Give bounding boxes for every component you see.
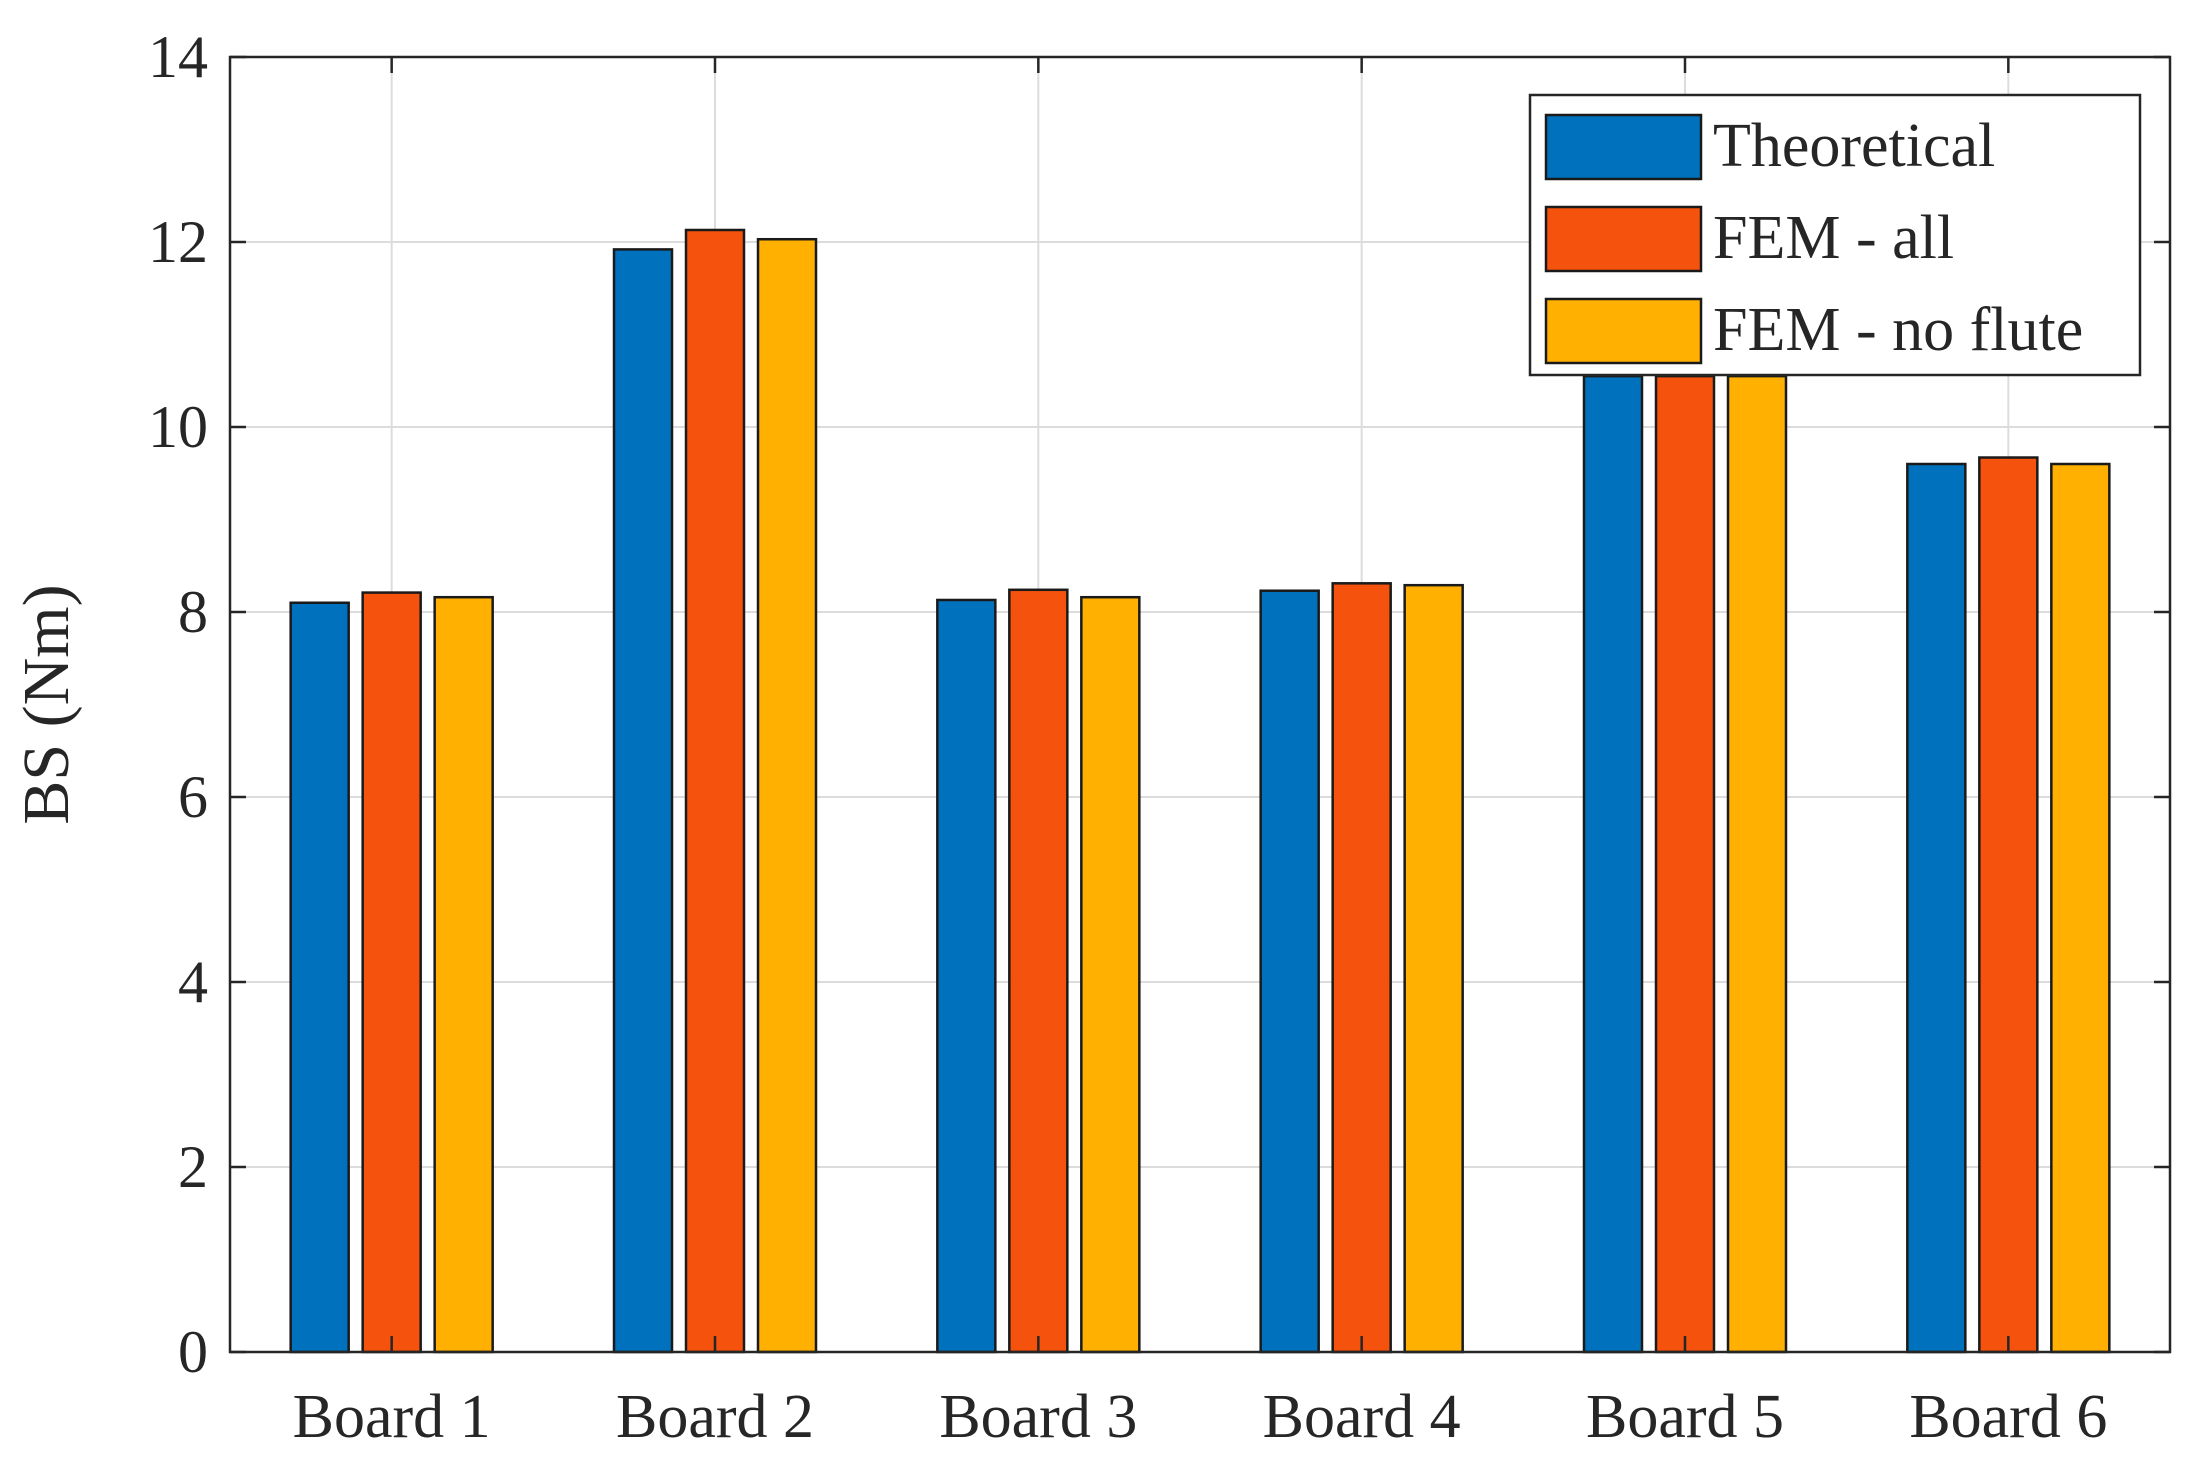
bar-layer xyxy=(289,228,2111,1354)
bar xyxy=(1331,582,1392,1354)
legend: Theoretical FEM - all FEM - no flute xyxy=(1528,93,2142,377)
bar xyxy=(756,237,818,1354)
bar xyxy=(1259,589,1320,1354)
x-tick-label: Board 1 xyxy=(293,1383,491,1451)
x-tick-label: Board 5 xyxy=(1586,1383,1784,1451)
bar xyxy=(1726,374,1788,1354)
bar xyxy=(361,591,422,1354)
bar xyxy=(1654,374,1716,1354)
bar xyxy=(433,595,494,1354)
bar xyxy=(1080,595,1141,1354)
y-tick-label: 2 xyxy=(178,1134,208,1200)
y-tick-label: 6 xyxy=(178,764,208,830)
bar xyxy=(2050,462,2111,1354)
legend-swatch xyxy=(1544,113,1703,181)
y-tick-label: 10 xyxy=(148,394,208,460)
bar xyxy=(684,228,746,1354)
x-tick-label: Board 4 xyxy=(1263,1383,1461,1451)
y-tick-label: 12 xyxy=(148,209,208,275)
bar xyxy=(289,601,350,1354)
bar xyxy=(936,598,997,1354)
x-tick-label: Board 6 xyxy=(1909,1383,2107,1451)
y-axis-label: BS (Nm) xyxy=(10,584,83,824)
bar xyxy=(1403,583,1464,1354)
bar xyxy=(1008,588,1069,1354)
y-tick-label: 14 xyxy=(148,24,208,90)
legend-swatch xyxy=(1544,205,1703,273)
legend-label: Theoretical xyxy=(1713,112,1995,180)
legend-label: FEM - all xyxy=(1713,204,1954,272)
y-tick-label: 4 xyxy=(178,949,208,1015)
legend-swatch xyxy=(1544,297,1703,365)
bar xyxy=(1978,456,2039,1354)
bar xyxy=(612,248,674,1354)
x-tick-label: Board 2 xyxy=(616,1383,814,1451)
plot-frame xyxy=(228,55,2172,1354)
y-tick-label: 8 xyxy=(178,579,208,645)
bar xyxy=(1582,374,1644,1354)
tick-layer: 0 2 4 6 8 10 12 14 Board 1 Board 2 Board 3 Board 4 B… xyxy=(148,24,2170,1451)
x-tick-label: Board 3 xyxy=(939,1383,1137,1451)
legend-label: FEM - no flute xyxy=(1713,296,2083,364)
y-tick-label: 0 xyxy=(178,1319,208,1385)
bar xyxy=(1906,462,1967,1354)
